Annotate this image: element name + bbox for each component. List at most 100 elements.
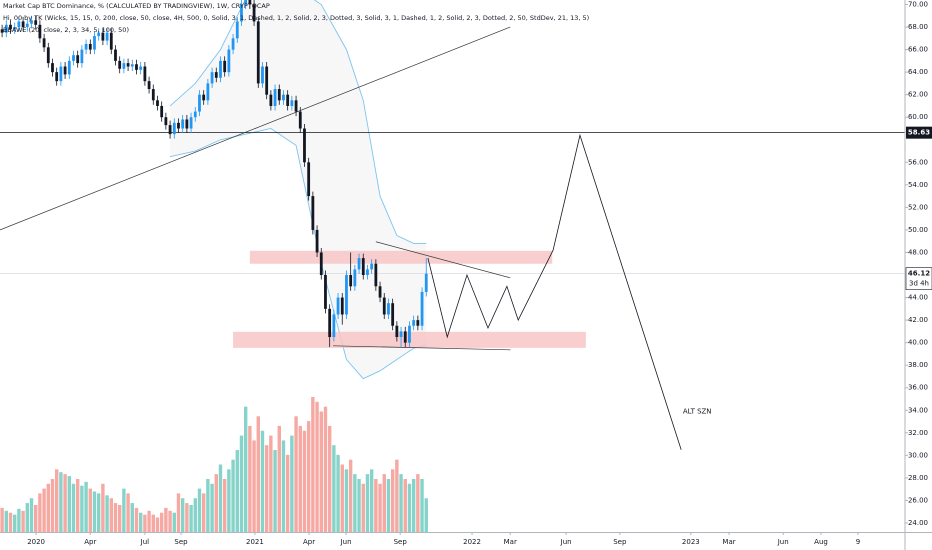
- candle-body: [181, 119, 185, 129]
- volume-bar: [38, 493, 42, 532]
- chart-title: Market Cap BTC Dominance, % (CALCULATED …: [3, 2, 270, 10]
- volume-bar: [361, 483, 365, 532]
- candle-body: [361, 258, 365, 276]
- y-tick-label: 70.00: [908, 1, 928, 9]
- y-tick-label: 56.00: [908, 158, 928, 166]
- candle-body: [420, 291, 424, 326]
- candle-body: [147, 81, 151, 90]
- candle-body: [46, 47, 50, 64]
- candle-body: [42, 38, 46, 48]
- candle-body: [240, 4, 243, 22]
- candle-body: [151, 89, 155, 101]
- y-tick-label: 64.00: [908, 68, 928, 76]
- candle-body: [101, 32, 105, 41]
- candle-body: [219, 60, 222, 78]
- volume-bar: [92, 491, 97, 532]
- volume-bar: [264, 445, 269, 532]
- volume-bar: [185, 503, 189, 532]
- volume-bar: [201, 493, 206, 532]
- candle-body: [349, 275, 353, 287]
- volume-bar: [235, 450, 239, 532]
- candle-body: [193, 111, 197, 118]
- candle-body: [408, 325, 411, 343]
- candle-body: [67, 60, 71, 75]
- last-price-bg: [905, 267, 932, 290]
- y-tick-label: 44.00: [908, 294, 928, 302]
- y-tick-label: 48.00: [908, 248, 928, 256]
- volume-bar: [357, 478, 361, 532]
- y-tick-label: 34.00: [908, 406, 928, 414]
- x-tick-label: 2021: [246, 538, 264, 546]
- volume-bar: [67, 476, 71, 532]
- volume-bar: [147, 510, 151, 532]
- candle-body: [214, 72, 218, 78]
- trendline: [0, 26, 511, 231]
- candle-body: [189, 117, 193, 129]
- x-tick-label: Apr: [84, 538, 96, 546]
- y-tick-label: 60.00: [908, 113, 928, 121]
- volume-bar: [399, 474, 403, 532]
- candle-body: [277, 89, 281, 101]
- y-tick-label: 54.00: [908, 181, 928, 189]
- last-price-label: 46.12: [908, 270, 930, 278]
- volume-bar: [424, 498, 428, 532]
- candle-body: [185, 119, 189, 129]
- candle-body: [328, 308, 332, 338]
- candle-body: [156, 100, 159, 106]
- volume-bar: [243, 406, 248, 532]
- volume-bar: [0, 507, 4, 532]
- volume-bar: [25, 503, 29, 532]
- volume-bar: [75, 478, 80, 532]
- band-fill: [170, 0, 427, 379]
- candle-body: [34, 20, 38, 25]
- volume-bar: [143, 514, 147, 532]
- indicator-legend: BBAWE (20, close, 2, 3, 34, 5, 100, 50): [3, 26, 129, 34]
- volume-bar: [4, 510, 8, 532]
- volume-bar: [227, 469, 231, 532]
- candle-body: [286, 94, 290, 106]
- candle-body: [244, 0, 248, 5]
- candle-body: [261, 66, 264, 84]
- candle-body: [114, 49, 117, 61]
- volume-bar: [168, 510, 172, 532]
- candle-body: [177, 122, 180, 129]
- candle-body: [282, 94, 285, 101]
- candle-body: [303, 128, 306, 163]
- volume-bar: [218, 464, 223, 532]
- candle-body: [55, 72, 59, 82]
- volume-bar: [130, 503, 134, 532]
- volume-bar: [269, 435, 273, 532]
- volume-bar: [105, 495, 109, 532]
- x-tick-label: Jun: [340, 538, 352, 546]
- volume-bar: [252, 440, 256, 532]
- volume-bar: [126, 493, 130, 532]
- trendline: [375, 241, 511, 279]
- volume-bar: [390, 469, 395, 532]
- candle-body: [227, 49, 231, 73]
- candle-body: [298, 111, 302, 129]
- candle-body: [72, 55, 75, 61]
- candle-body: [294, 100, 298, 112]
- annotation: ALT SZN: [683, 407, 712, 415]
- volume-bar: [386, 478, 391, 532]
- candle-body: [265, 66, 269, 95]
- candle-body: [38, 24, 42, 39]
- candle-body: [93, 36, 96, 50]
- volume-bar: [214, 474, 218, 532]
- volume-bar: [180, 498, 185, 532]
- volume-bar: [59, 472, 63, 532]
- volume-bar: [113, 503, 118, 532]
- volume-bar: [84, 481, 88, 532]
- candle-body: [399, 331, 403, 338]
- candle-body: [84, 43, 88, 50]
- candle-body: [130, 64, 134, 67]
- volume-bar: [348, 459, 353, 532]
- candle-body: [51, 63, 54, 73]
- volume-bar: [315, 401, 319, 532]
- volume-bar: [189, 505, 193, 532]
- candle-body: [345, 275, 348, 315]
- volume-bar: [164, 507, 168, 532]
- volume-bar: [8, 512, 13, 532]
- x-tick-label: Aug: [814, 538, 828, 546]
